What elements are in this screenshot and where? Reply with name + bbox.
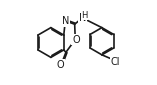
Text: O: O bbox=[72, 35, 80, 45]
Text: N: N bbox=[62, 16, 69, 26]
Text: N: N bbox=[79, 13, 86, 23]
Text: Cl: Cl bbox=[110, 57, 120, 67]
Text: O: O bbox=[57, 60, 65, 70]
Text: H: H bbox=[81, 11, 88, 20]
